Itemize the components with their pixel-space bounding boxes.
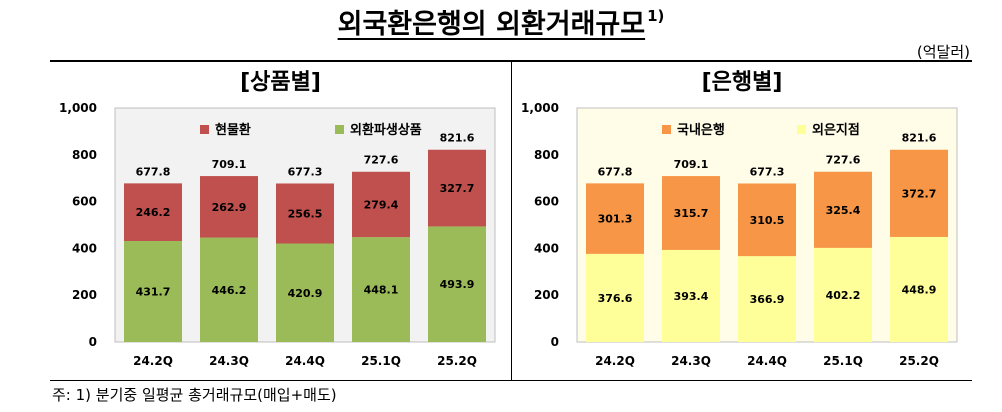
y-tick-label: 600 [534,195,559,209]
bar-segment [662,249,720,342]
bar-value-label: 262.9 [212,201,247,214]
bar-total-label: 677.8 [136,165,171,178]
page-title: 외국환은행의 외환거래규모 1) [337,7,665,40]
bar-segment [352,171,410,238]
x-category-label: 25.1Q [823,354,863,368]
x-category-label: 24.4Q [747,354,787,368]
x-category-label: 24.4Q [285,354,325,368]
bar-value-label: 301.3 [598,213,633,226]
bar-segment [814,171,872,248]
y-tick-label: 800 [72,148,97,162]
bar-value-label: 446.2 [212,284,247,297]
unit-label: (억달러) [916,43,970,61]
bar-value-label: 327.7 [440,182,475,195]
bar-total-label: 677.3 [750,166,785,179]
legend-label: 외환파생상품 [350,122,422,138]
chart-by-product: 0 200 400 600 800 1,000 현물환 외환파생상품 431.7 246.2 677… [59,101,496,368]
panel-divider [511,61,512,380]
bar-value-label: 315.7 [674,207,709,220]
y-tick-label: 1,000 [59,101,97,115]
bar-total-label: 677.3 [288,166,323,179]
x-category-label: 25.2Q [437,354,477,368]
x-category-label: 24.3Q [209,354,249,368]
bar-segment [200,237,258,342]
chart-by-bank: 0 200 400 600 800 1,000 국내은행 외은지점 376.6 301.3 677.… [521,101,958,368]
legend-label: 현물환 [215,122,251,138]
bar-segment [124,240,182,342]
legend-swatch [200,125,209,134]
bar-segment [276,183,334,244]
bar-value-label: 366.9 [750,293,785,306]
legend-label: 외은지점 [812,122,860,138]
bar-total-label: 727.6 [826,154,861,167]
bar-value-label: 420.9 [288,287,323,300]
y-tick-label: 0 [551,335,559,349]
y-tick-label: 800 [534,148,559,162]
bar-total-label: 727.6 [364,154,399,167]
x-category-label: 25.2Q [899,354,939,368]
panel-title-bank: [은행별] [701,70,783,95]
bar-segment [662,176,720,250]
bar-value-label: 393.4 [674,290,709,303]
bar-segment [890,149,948,237]
bottom-rule [50,380,972,381]
legend-swatch [797,125,806,134]
bar-segment [738,256,796,342]
title-footnote-marker: 1) [647,7,665,25]
bar-value-label: 256.5 [288,207,323,220]
bar-segment [200,176,258,238]
bar-value-label: 325.4 [826,204,861,217]
bar-value-label: 246.2 [136,206,171,219]
bar-segment [428,226,486,342]
y-tick-label: 200 [72,288,97,302]
bar-segment [586,253,644,342]
bar-value-label: 372.7 [902,187,937,200]
y-tick-label: 400 [72,241,97,255]
bar-segment [352,237,410,342]
legend-swatch [335,125,344,134]
y-tick-label: 600 [72,195,97,209]
x-category-label: 24.3Q [671,354,711,368]
panel-title-product: [상품별] [240,70,321,95]
bar-segment [814,247,872,342]
bar-value-label: 376.6 [598,292,633,305]
y-tick-label: 200 [534,288,559,302]
bar-total-label: 709.1 [674,158,709,171]
footnote: 주: 1) 분기중 일평균 총거래규모(매입+매도) [52,386,337,404]
bar-value-label: 448.9 [902,283,937,296]
bar-value-label: 310.5 [750,214,785,227]
bar-total-label: 709.1 [212,158,247,171]
bar-total-label: 821.6 [902,132,937,145]
bar-value-label: 279.4 [364,198,399,211]
bar-value-label: 431.7 [136,285,171,298]
y-tick-label: 1,000 [521,101,559,115]
x-category-label: 24.2Q [595,354,635,368]
bar-total-label: 677.8 [598,165,633,178]
bar-total-label: 821.6 [440,132,475,145]
bar-segment [428,149,486,227]
bar-segment [738,183,796,257]
y-tick-label: 400 [534,241,559,255]
y-tick-label: 0 [89,335,97,349]
legend-label: 국내은행 [677,122,725,138]
bar-segment [890,236,948,342]
bar-value-label: 402.2 [826,289,861,302]
bar-segment [586,183,644,254]
bar-value-label: 493.9 [440,278,475,291]
bar-value-label: 448.1 [364,284,399,297]
x-category-label: 24.2Q [133,354,173,368]
x-category-label: 25.1Q [361,354,401,368]
bar-segment [276,243,334,342]
legend-swatch [662,125,671,134]
bar-segment [124,183,182,241]
